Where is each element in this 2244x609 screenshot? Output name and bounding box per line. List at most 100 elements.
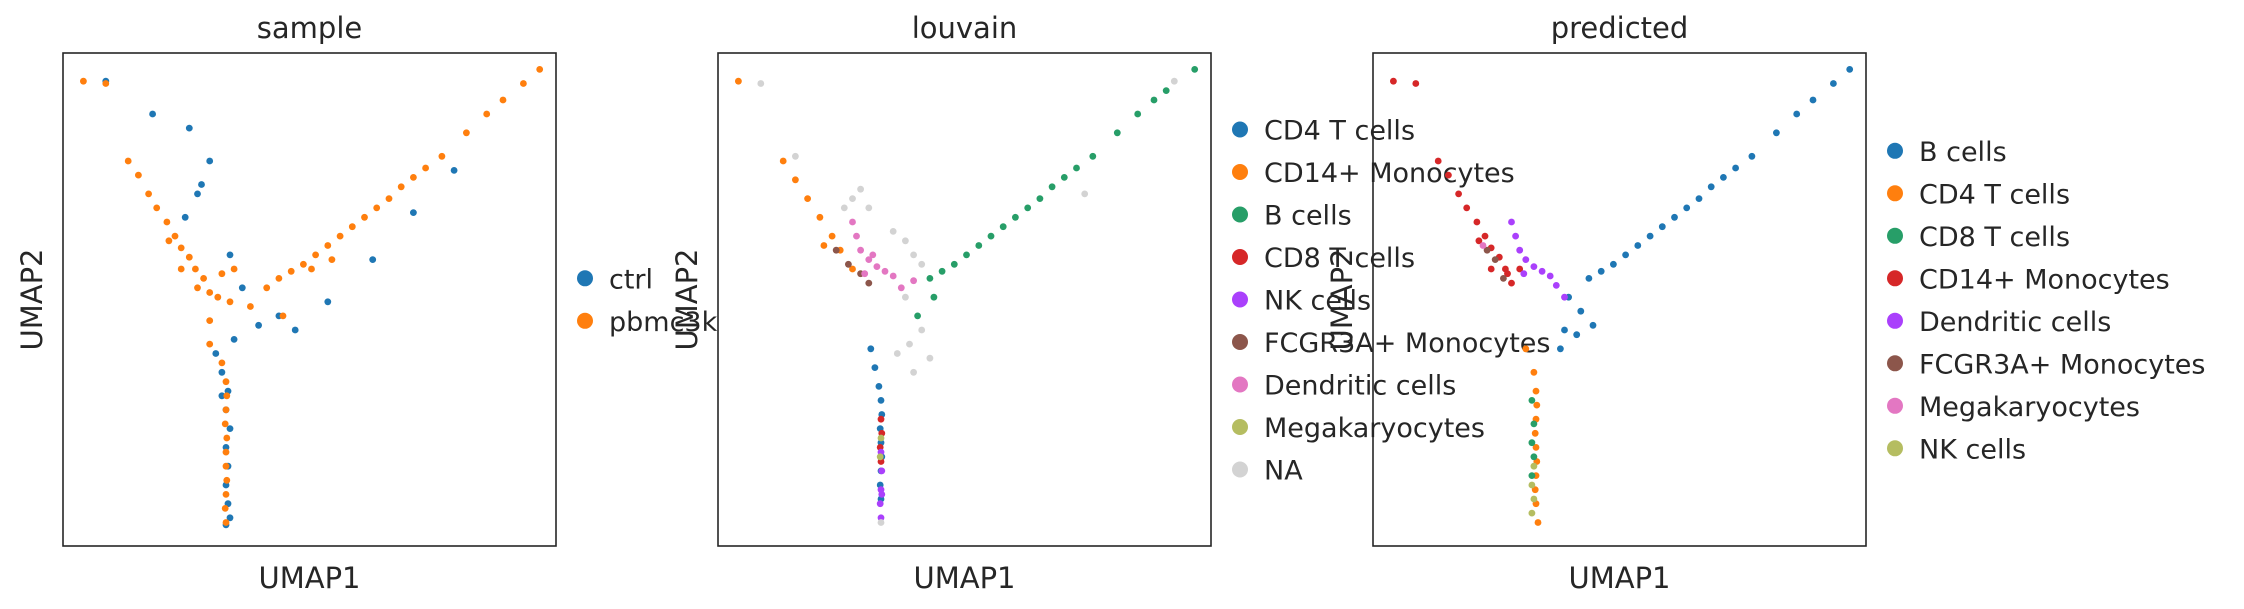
scatter-point (1024, 204, 1032, 212)
scatter-point (238, 284, 246, 292)
scatter-point (1671, 213, 1678, 221)
scatter-point (275, 275, 283, 282)
scatter-point (828, 232, 836, 240)
scatter-point (1683, 204, 1691, 212)
scatter-point (987, 232, 995, 240)
plot-frame (62, 52, 557, 547)
scatter-point (889, 228, 897, 235)
legend-louvain: CD4 T cells CD14+ Monocytes B cells CD8 T c… (1232, 116, 1550, 487)
scatter-point (1732, 164, 1739, 172)
x-axis-label: UMAP1 (913, 561, 1015, 595)
scatter-point (499, 96, 507, 104)
scatter-point (757, 80, 765, 87)
scatter-point (792, 176, 799, 184)
legend-label: FCGR3A+ Monocytes (1919, 349, 2205, 380)
scatter-point (222, 448, 230, 456)
legend-label: Dendritic cells (1919, 307, 2111, 338)
scatter-point (876, 453, 884, 461)
y-axis-label: UMAP2 (670, 248, 704, 350)
scatter-point (324, 242, 332, 249)
scatter-point (1707, 183, 1715, 191)
panel-title: louvain (912, 11, 1018, 45)
scatter-point (1622, 251, 1629, 259)
scatter-point (422, 164, 429, 172)
legend-label: Dendritic cells (1264, 371, 1456, 402)
scatter-point (336, 232, 344, 240)
legend-marker (577, 312, 593, 329)
scatter-point (849, 195, 856, 203)
scatter-point (906, 340, 913, 348)
scatter-point (926, 354, 934, 362)
scatter-point (1589, 321, 1597, 329)
scatter-point (1081, 190, 1089, 198)
scatter-point (1528, 397, 1536, 404)
scatter-point (1561, 293, 1568, 301)
scatter-point (861, 270, 869, 278)
legend-predicted: B cells CD4 T cells CD8 T cells CD14+ Monoc… (1887, 137, 2205, 465)
scatter-point (840, 204, 848, 212)
legend-label: Megakaryocytes (1264, 413, 1485, 444)
scatter-point (1546, 272, 1554, 280)
scatter-point (1434, 157, 1442, 165)
scatter-point (918, 326, 926, 334)
scatter-point (324, 298, 332, 306)
legend-marker (1232, 164, 1248, 180)
scatter-point (373, 204, 381, 212)
scatter-point (1530, 368, 1538, 376)
legend-label: NA (1264, 456, 1303, 487)
scatter-point (1390, 77, 1397, 85)
scatter-point (1012, 213, 1019, 221)
scatter-point (1695, 195, 1703, 203)
legend-marker (1887, 142, 1903, 159)
scatter-point (1530, 263, 1538, 270)
scatter-point (878, 467, 886, 475)
scatter-point (536, 66, 544, 73)
legend-label: ctrl (609, 264, 653, 295)
scatter-point (124, 157, 132, 165)
scatter-point (865, 279, 873, 287)
scatter-point (1455, 190, 1462, 198)
scatter-point (312, 251, 319, 259)
scatter-point (1531, 429, 1539, 437)
scatter-point (1504, 270, 1511, 278)
scatter-point (263, 284, 271, 292)
scatter-point (410, 209, 417, 217)
scatter-point (308, 265, 315, 273)
scatter-point (1516, 246, 1524, 254)
legend-marker (1232, 249, 1248, 265)
scatter-point (361, 213, 368, 221)
scatter-point (145, 190, 153, 198)
scatter-point (212, 350, 220, 357)
legend-label: NK cells (1919, 434, 2026, 465)
scatter-point (975, 242, 983, 249)
scatter-point (820, 242, 828, 249)
scatter-point (804, 195, 811, 203)
scatter-point (226, 251, 234, 259)
scatter-point (192, 265, 199, 273)
legend-marker (1887, 185, 1903, 202)
scatter-point (1113, 129, 1121, 137)
scatter-point (1528, 509, 1536, 517)
scatter-point (845, 260, 852, 268)
scatter-point (871, 364, 879, 371)
legend-marker (1887, 440, 1903, 457)
scatter-point (483, 110, 491, 118)
scatter-point (223, 434, 231, 442)
scatter-point (163, 218, 171, 226)
scatter-point (875, 383, 883, 390)
scatter-points-sample (80, 66, 544, 529)
scatter-point (218, 368, 226, 376)
scatter-point (287, 267, 295, 275)
plot-frame (1372, 52, 1867, 547)
scatter-point (185, 253, 193, 261)
scatter-point (1162, 87, 1170, 94)
panel-title: predicted (1551, 11, 1689, 45)
scatter-point (877, 434, 885, 442)
scatter-point (938, 267, 946, 275)
scatter-point (200, 275, 208, 282)
scatter-point (153, 204, 161, 212)
scatter-point (1528, 439, 1536, 447)
scatter-point (222, 378, 230, 386)
scatter-point (223, 392, 231, 400)
scatter-point (1773, 129, 1780, 137)
